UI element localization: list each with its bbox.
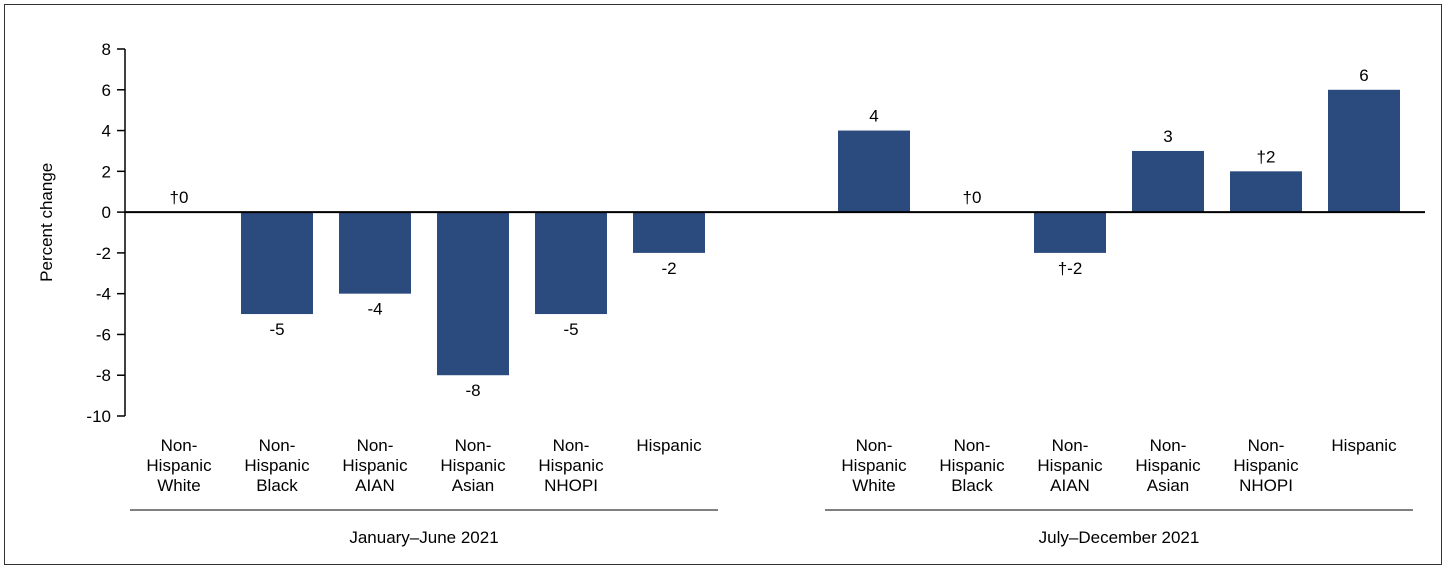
category-labels-layer: Non-Hispanic White Non-Hispanic Black Non-Hi… [146,436,1397,495]
data-labels-layer: †0 -5 -4 -8 -5 -2 4 †0 †-2 3 †2 6 [170,66,1369,400]
category-label: Non-Hispanic NHOPI [1233,436,1299,495]
bar [1328,89,1400,213]
data-label: †0 [170,188,189,207]
bar [241,212,313,315]
category-label: Non-Hispanic White [841,436,907,495]
bars-layer [241,89,1400,376]
data-label: -4 [367,300,382,319]
data-label: -5 [563,320,578,339]
category-label: Non-Hispanic White [146,436,212,495]
category-label: Non-Hispanic NHOPI [538,436,604,495]
data-label: †2 [1257,147,1276,166]
bar [1132,150,1204,213]
data-label: 3 [1163,127,1172,146]
y-tick-label: 0 [102,203,111,222]
data-label: -2 [661,259,676,278]
category-label: Hispanic [1331,436,1397,455]
bar [1034,212,1106,253]
bar-chart: Percent change 8 6 4 2 0 -2 -4 -6 -8 -10 †0 -5 -4 -8… [37,40,1425,547]
y-tick-label: -6 [96,325,111,344]
data-label: -8 [465,381,480,400]
category-label: Non-Hispanic AIAN [342,436,408,495]
y-tick-label: 8 [102,40,111,59]
bar [1230,171,1302,213]
y-tick-label: 6 [102,81,111,100]
y-axis: 8 6 4 2 0 -2 -4 -6 -8 -10 [86,40,1425,426]
group-label: July–December 2021 [1039,528,1200,547]
data-label: 4 [869,107,878,126]
data-label: 6 [1359,66,1368,85]
chart-frame: Percent change 8 6 4 2 0 -2 -4 -6 -8 -10 †0 -5 -4 -8… [4,4,1442,565]
data-label: †0 [963,188,982,207]
category-label: Hispanic [636,436,702,455]
y-tick-label: -10 [86,407,111,426]
category-label: Non-Hispanic AIAN [1037,436,1103,495]
y-tick-label: -2 [96,244,111,263]
category-label: Non-Hispanic Black [244,436,310,495]
bar [437,212,509,376]
data-label: †-2 [1058,259,1083,278]
y-tick-label: 2 [102,162,111,181]
bar [633,212,705,253]
category-label: Non-Hispanic Black [939,436,1005,495]
bar [339,212,411,294]
group-label: January–June 2021 [349,528,498,547]
group-labels-layer: January–June 2021 July–December 2021 [130,509,1413,547]
category-label: Non-Hispanic Asian [1135,436,1201,495]
bar [838,130,910,213]
bar [535,212,607,315]
category-label: Non-Hispanic Asian [440,436,506,495]
y-tick-label: -4 [96,285,111,304]
y-axis-label: Percent change [37,163,56,282]
data-label: -5 [269,320,284,339]
y-tick-label: -8 [96,366,111,385]
y-tick-label: 4 [102,122,111,141]
